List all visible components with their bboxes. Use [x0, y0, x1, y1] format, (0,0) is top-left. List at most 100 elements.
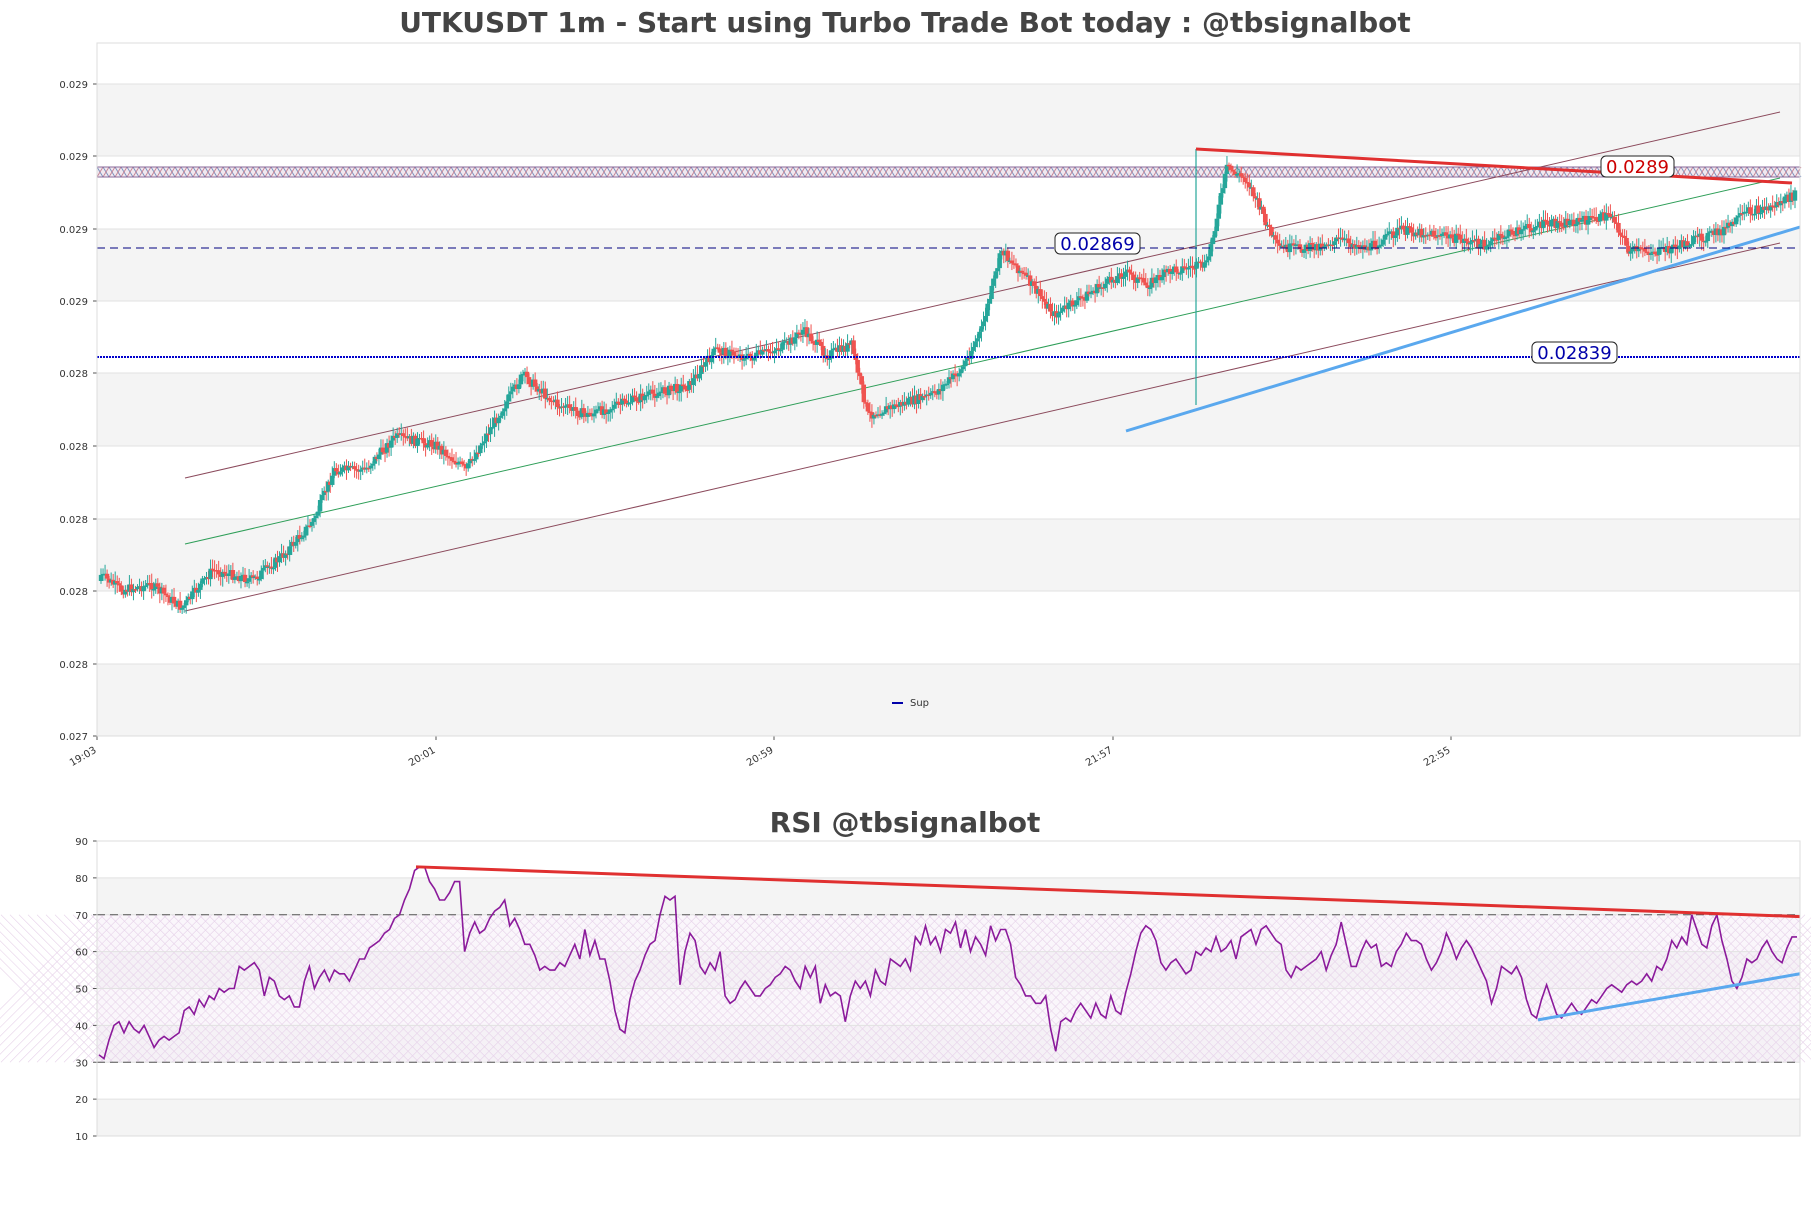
resistance-hatch-stroke	[924, 166, 932, 178]
bearish-candle	[459, 458, 465, 468]
resistance-hatch-stroke	[636, 166, 644, 178]
resistance-hatch-stroke	[1368, 166, 1376, 178]
resistance-hatch-stroke	[438, 166, 446, 178]
bullish-candle	[829, 343, 834, 363]
bullish-candle	[794, 324, 800, 347]
resistance-hatch-stroke	[318, 166, 326, 178]
resistance-hatch-stroke	[198, 166, 206, 178]
resistance-trendline	[1195, 147, 1793, 185]
bullish-candle	[1587, 207, 1593, 224]
bearish-candle	[1571, 212, 1577, 232]
resistance-hatch-stroke	[654, 166, 662, 178]
resistance-hatch-stroke	[1722, 166, 1730, 178]
resistance-hatch-stroke	[660, 166, 668, 178]
resistance-hatch-stroke	[1098, 166, 1106, 178]
bearish-candle	[222, 564, 227, 579]
bullish-candle	[1234, 164, 1240, 179]
resistance-hatch-stroke	[192, 166, 200, 178]
bearish-candle	[1545, 212, 1550, 233]
resistance-hatch-stroke	[516, 166, 524, 178]
bullish-candle	[520, 369, 526, 382]
resistance-hatch-stroke	[1692, 166, 1700, 178]
resistance-hatch-stroke	[1104, 166, 1112, 178]
bearish-candle	[149, 573, 154, 599]
bearish-candle	[1510, 227, 1516, 240]
rsi-zone-hatch	[1728, 914, 1811, 997]
bullish-candle	[415, 432, 420, 453]
resistance-hatch-stroke	[1440, 166, 1448, 178]
resistance-hatch-stroke	[684, 166, 692, 178]
resistance-hatch-stroke	[1506, 166, 1514, 178]
bearish-candle	[1143, 273, 1149, 288]
resistance-hatch-stroke	[1428, 166, 1436, 178]
resistance-hatch-stroke	[264, 166, 272, 178]
price-y-tick-label: 0.029	[59, 80, 88, 91]
bullish-candle	[711, 346, 716, 364]
resistance-hatch-stroke	[990, 166, 998, 178]
bearish-candle	[616, 398, 621, 409]
resistance-hatch-stroke	[324, 166, 332, 178]
resistance-hatch-stroke	[786, 166, 794, 178]
resistance-hatch-stroke	[774, 166, 782, 178]
bearish-candle	[634, 391, 639, 411]
bearish-candle	[1443, 226, 1449, 245]
rsi-y-tick-label: 30	[75, 1058, 88, 1069]
bullish-candle	[226, 564, 232, 584]
resistance-hatch-stroke	[612, 166, 620, 178]
bearish-candle	[297, 525, 303, 545]
price-band	[97, 84, 1800, 156]
resistance-hatch-stroke	[402, 166, 410, 178]
resistance-hatch-stroke	[270, 166, 278, 178]
rsi-zone-hatch	[1746, 998, 1811, 1063]
price-level-label-box	[1531, 341, 1618, 364]
bullish-candle	[131, 583, 136, 601]
resistance-hatch-stroke	[450, 166, 458, 178]
resistance-hatch-stroke	[1332, 166, 1340, 178]
resistance-hatch-stroke	[648, 166, 656, 178]
rsi-zone-hatch	[1737, 989, 1811, 1063]
resistance-hatch-stroke	[1188, 166, 1196, 178]
resistance-hatch-stroke	[588, 166, 596, 178]
resistance-hatch-stroke	[240, 166, 248, 178]
resistance-hatch-stroke	[390, 166, 398, 178]
resistance-hatch-stroke	[864, 166, 872, 178]
resistance-hatch-stroke	[696, 166, 704, 178]
rsi-zone-hatch	[1782, 1033, 1811, 1063]
rsi-y-axis: 10 20 30 40 50 60 70 80 90	[75, 837, 97, 1143]
resistance-hatch-stroke	[1146, 166, 1154, 178]
resistance-hatch-stroke	[504, 166, 512, 178]
bullish-candle	[1628, 243, 1633, 261]
bullish-candle	[1454, 224, 1459, 249]
bearish-candle	[1559, 214, 1564, 232]
resistance-hatch-stroke	[606, 166, 614, 178]
bearish-candle	[1685, 234, 1690, 252]
bearish-candle	[555, 391, 560, 415]
support-trendline	[1125, 225, 1801, 433]
resistance-hatch-stroke	[1398, 166, 1406, 178]
resistance-hatch-stroke	[342, 166, 350, 178]
resistance-hatch-stroke	[690, 166, 698, 178]
resistance-hatch-stroke	[372, 166, 380, 178]
bearish-candle	[681, 374, 686, 393]
resistance-hatch-stroke	[1752, 166, 1760, 178]
resistance-hatch-stroke	[948, 166, 956, 178]
resistance-hatch-stroke	[216, 166, 224, 178]
resistance-hatch-stroke	[810, 166, 818, 178]
resistance-hatch-stroke	[1254, 166, 1262, 178]
bearish-candle	[1618, 229, 1623, 245]
resistance-hatch-stroke	[486, 166, 494, 178]
bullish-candle	[1202, 254, 1207, 272]
resistance-hatch-stroke	[1062, 166, 1070, 178]
bullish-candle	[1074, 291, 1080, 310]
bullish-candle	[845, 334, 850, 358]
price-y-tick-label: 0.028	[59, 660, 88, 671]
price-level-label: 0.02869	[1060, 234, 1134, 255]
bearish-candle	[1291, 239, 1297, 256]
bullish-candle	[1287, 234, 1293, 260]
resistance-hatch-stroke	[762, 166, 770, 178]
resistance-hatch-stroke	[1362, 166, 1370, 178]
price-y-tick-label: 0.028	[59, 442, 88, 453]
resistance-hatch-stroke	[552, 166, 560, 178]
resistance-hatch-stroke	[180, 166, 188, 178]
